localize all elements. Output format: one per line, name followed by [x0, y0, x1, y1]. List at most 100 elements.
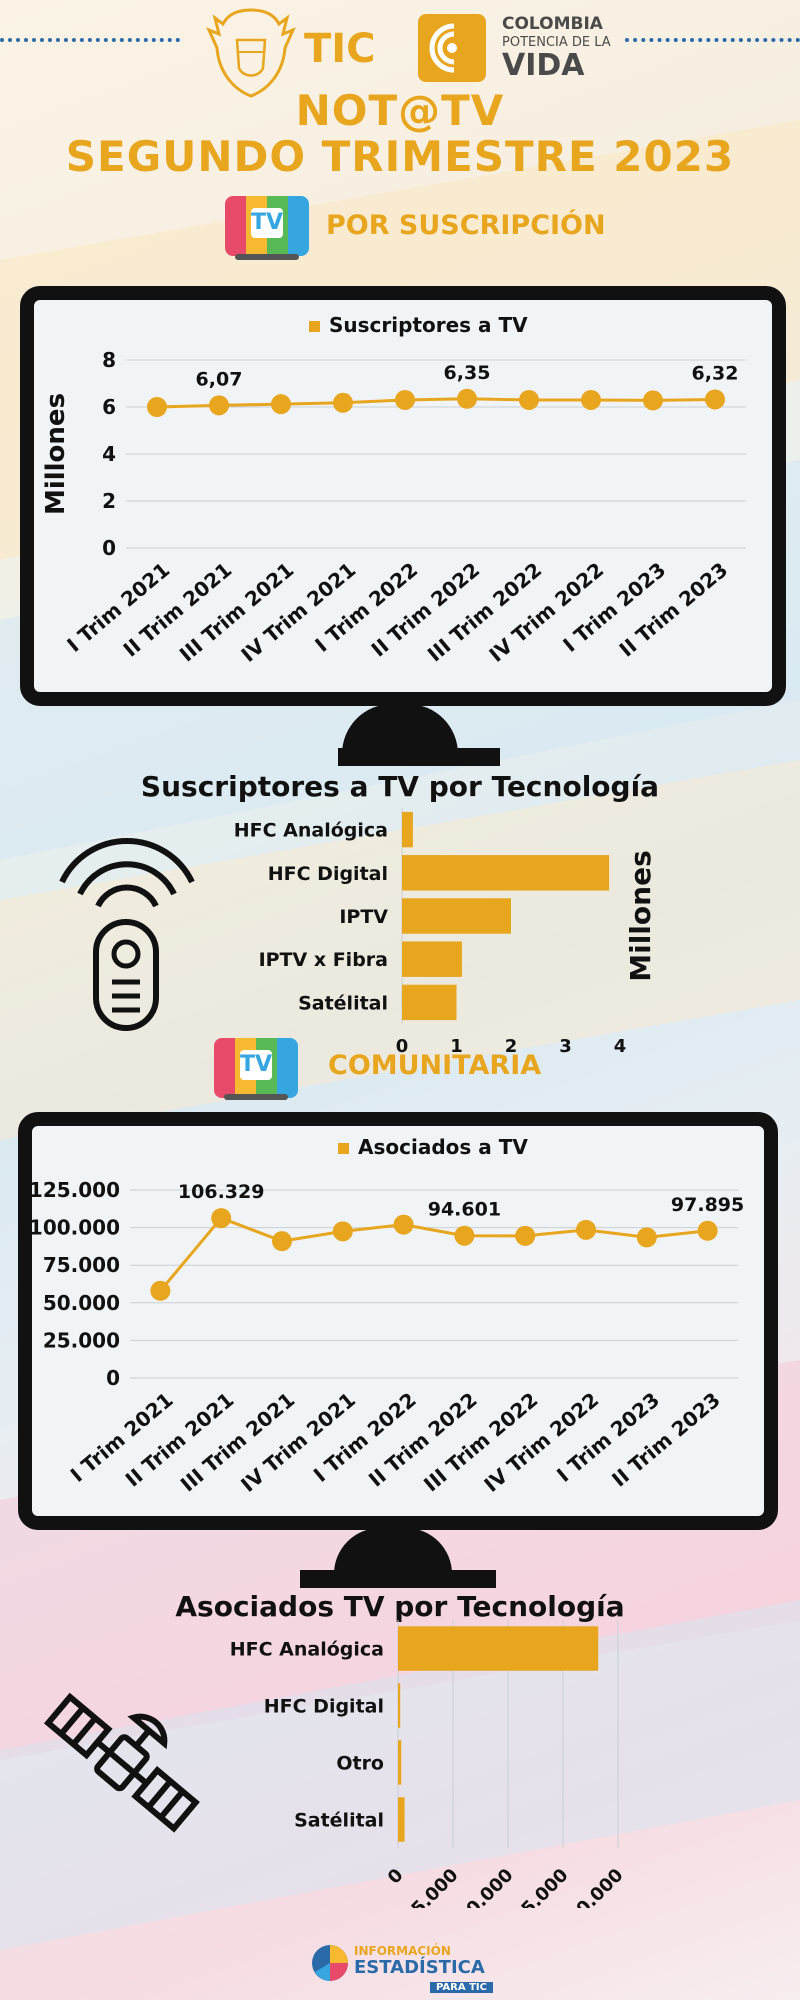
data-point: [636, 1227, 657, 1248]
legend-label: Asociados a TV: [358, 1135, 528, 1159]
x-tick-label: II Trim 2023: [607, 1387, 725, 1491]
data-point: [519, 389, 539, 410]
colombia-logo-icon: [418, 14, 486, 82]
x-tick-label: 0: [396, 1036, 409, 1057]
y-tick-label: 100.000: [32, 1216, 120, 1240]
category-label: HFC Analógica: [234, 820, 388, 842]
monitor-neck: [342, 704, 458, 754]
category-label: HFC Analógica: [230, 1639, 384, 1661]
data-point: [697, 1220, 718, 1241]
tv-icon: TV: [214, 1038, 298, 1098]
satellite-icon: [43, 1692, 200, 1833]
data-point: [209, 395, 229, 416]
data-point: [576, 1219, 596, 1240]
legend-marker: [309, 321, 320, 332]
chart-suscriptores-tecnologia: HFC Analógica HFC Digital IPTV IPTV x Fibra…: [234, 808, 657, 1057]
tv-icon-stand: [224, 1094, 288, 1100]
category-label: HFC Digital: [268, 863, 388, 885]
tic-label: TIC: [304, 26, 376, 72]
data-label: 106.329: [178, 1181, 265, 1203]
page-subtitle: SEGUNDO TRIMESTRE 2023: [65, 132, 735, 181]
category-label: Otro: [336, 1753, 384, 1775]
data-point: [705, 389, 725, 410]
section-label-comunitaria: COMUNITARIA: [328, 1050, 542, 1081]
data-point: [147, 397, 167, 417]
x-tick-label: II Trim 2023: [615, 557, 733, 661]
colombia-line2: POTENCIA DE LA: [502, 35, 611, 50]
data-point: [332, 1221, 353, 1242]
x-tick-label: 25.000: [399, 1865, 463, 1908]
decorative-dots-left: [0, 38, 180, 46]
data-point: [150, 1280, 171, 1301]
y-tick-label: 6: [102, 395, 116, 419]
bar: [398, 1683, 401, 1728]
bar: [402, 855, 610, 891]
chart-asociados-tecnologia: HFC Analógica HFC Digital Otro Satélital 025…: [230, 1620, 628, 1908]
footer-line1: INFORMACIÓN: [354, 1944, 451, 1958]
data-label: 94.601: [428, 1199, 501, 1221]
data-point: [581, 389, 601, 410]
bar: [402, 811, 413, 848]
x-tick-label: 0: [384, 1865, 408, 1889]
data-point: [457, 388, 477, 409]
y-tick-label: 4: [102, 442, 116, 466]
chart-title-suscriptores-tecnologia: Suscriptores a TV por Tecnología: [140, 770, 660, 803]
data-point: [393, 1214, 414, 1235]
monitor-neck: [334, 1528, 452, 1574]
data-label: 6,35: [444, 362, 491, 384]
y-tick-label: 25.000: [43, 1328, 120, 1352]
data-point: [454, 1225, 475, 1246]
footer-line2: ESTADÍSTICA: [354, 1957, 485, 1978]
y-tick-label: 0: [102, 536, 116, 560]
info-estadistica-logo-icon: [312, 1945, 348, 1981]
tv-icon-stand: [235, 254, 299, 260]
category-label: HFC Digital: [264, 1696, 384, 1718]
y-tick-label: 8: [102, 348, 116, 372]
category-label: IPTV: [339, 906, 388, 928]
category-label: IPTV x Fibra: [259, 949, 388, 971]
page-title: NOT@TV: [295, 86, 505, 135]
series-line: [159, 1216, 708, 1292]
x-tick-label: 3: [559, 1036, 572, 1057]
tv-icon: TV: [225, 196, 309, 256]
section-label-suscripcion: POR SUSCRIPCIÓN: [326, 210, 606, 241]
y-tick-label: 0: [106, 1366, 120, 1390]
data-label: 97.895: [671, 1194, 744, 1216]
footer-line3: PARA TIC: [430, 1982, 493, 1993]
y-tick-label: 125.000: [32, 1178, 120, 1202]
bar: [402, 941, 462, 977]
bar: [398, 1626, 599, 1671]
y-tick-label: 50.000: [43, 1291, 120, 1315]
data-label: 6,07: [196, 368, 243, 390]
chart-suscriptores-tv: Suscriptores a TV 0 2 4 6 8 Millones 6,07 6,35 6,…: [41, 313, 746, 667]
data-point: [333, 392, 353, 413]
data-point: [271, 394, 291, 415]
x-tick-label: 50.000: [454, 1865, 518, 1908]
y-tick-label: 75.000: [43, 1253, 120, 1277]
bar: [402, 898, 511, 934]
legend-marker: [338, 1143, 349, 1154]
coat-of-arms-logo: [206, 8, 296, 98]
x-tick-label: 4: [614, 1036, 627, 1057]
remote-control-icon: [59, 838, 195, 1031]
data-point: [272, 1231, 292, 1252]
series-line: [156, 397, 716, 409]
y-axis-label: Millones: [624, 850, 657, 981]
bar: [402, 984, 457, 1021]
legend-label: Suscriptores a TV: [329, 313, 528, 337]
bar: [398, 1797, 405, 1842]
data-point: [515, 1225, 536, 1246]
x-tick-label: 2: [505, 1036, 518, 1057]
chart-asociados-tv: Asociados a TV 0 25.000 50.000 75.000 100.000…: [32, 1135, 744, 1497]
y-tick-label: 2: [102, 489, 116, 513]
monitor-base: [300, 1570, 496, 1588]
x-tick-label: 75.000: [509, 1865, 573, 1908]
chart-title-asociados-tecnologia: Asociados TV por Tecnología: [175, 1590, 625, 1623]
decorative-dots-right: [625, 38, 800, 46]
colombia-line3: VIDA: [502, 48, 585, 83]
monitor-frame-suscriptores: [20, 286, 786, 706]
monitor-frame-asociados: [18, 1112, 778, 1530]
data-point: [643, 390, 663, 411]
x-tick-label: 1: [450, 1036, 463, 1057]
data-point: [211, 1208, 232, 1229]
